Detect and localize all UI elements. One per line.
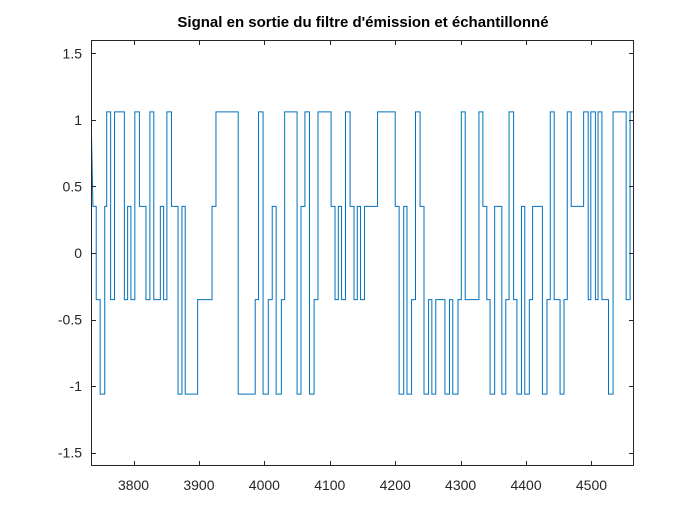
x-tick-label: 4400 — [510, 477, 541, 493]
x-tick-label: 4200 — [380, 477, 411, 493]
chart-title: Signal en sortie du filtre d'émission et… — [177, 14, 548, 31]
axes: 3800 3900 4000 4100 4200 4300 4400 4500 1.5 1 0.5 0… — [58, 40, 634, 493]
x-tick-label: 4000 — [249, 477, 280, 493]
x-tick-label: 3800 — [118, 477, 149, 493]
x-tick-label: 3900 — [183, 477, 214, 493]
plot-area — [91, 40, 634, 466]
y-tick-label: 1 — [74, 112, 82, 128]
plot-clip-group — [91, 111, 634, 395]
y-tick-label: 0 — [74, 245, 82, 261]
series-line — [91, 111, 634, 395]
y-tick-label: -1.5 — [58, 445, 82, 461]
y-tick-label: 0.5 — [63, 178, 83, 194]
y-tick-label: 1.5 — [63, 45, 83, 61]
x-tick-label: 4300 — [445, 477, 476, 493]
y-tick-label: -0.5 — [58, 312, 82, 328]
y-tick-label: -1 — [70, 378, 83, 394]
x-tick-label: 4500 — [576, 477, 607, 493]
x-tick-label: 4100 — [314, 477, 345, 493]
